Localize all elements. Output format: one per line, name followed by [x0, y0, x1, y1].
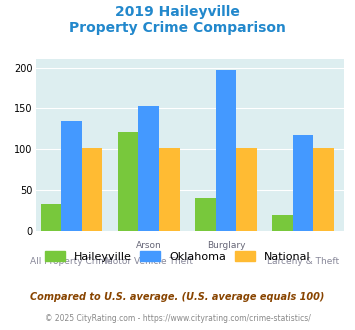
Bar [215, 70, 236, 231]
Bar [82, 148, 102, 231]
Bar [118, 132, 138, 231]
Bar [61, 121, 82, 231]
Bar [293, 135, 313, 231]
Text: Burglary: Burglary [207, 241, 245, 250]
Legend: Haileyville, Oklahoma, National: Haileyville, Oklahoma, National [40, 247, 315, 267]
Bar [272, 215, 293, 231]
Text: Property Crime Comparison: Property Crime Comparison [69, 21, 286, 35]
Text: Motor Vehicle Theft: Motor Vehicle Theft [105, 257, 193, 266]
Text: 2019 Haileyville: 2019 Haileyville [115, 5, 240, 19]
Bar [236, 148, 257, 231]
Text: Compared to U.S. average. (U.S. average equals 100): Compared to U.S. average. (U.S. average … [30, 292, 325, 302]
Bar [138, 106, 159, 231]
Text: Arson: Arson [136, 241, 162, 250]
Bar [313, 148, 334, 231]
Text: Larceny & Theft: Larceny & Theft [267, 257, 339, 266]
Bar [159, 148, 180, 231]
Text: © 2025 CityRating.com - https://www.cityrating.com/crime-statistics/: © 2025 CityRating.com - https://www.city… [45, 314, 310, 323]
Bar [195, 198, 216, 231]
Text: All Property Crime: All Property Crime [30, 257, 113, 266]
Bar [40, 204, 61, 231]
